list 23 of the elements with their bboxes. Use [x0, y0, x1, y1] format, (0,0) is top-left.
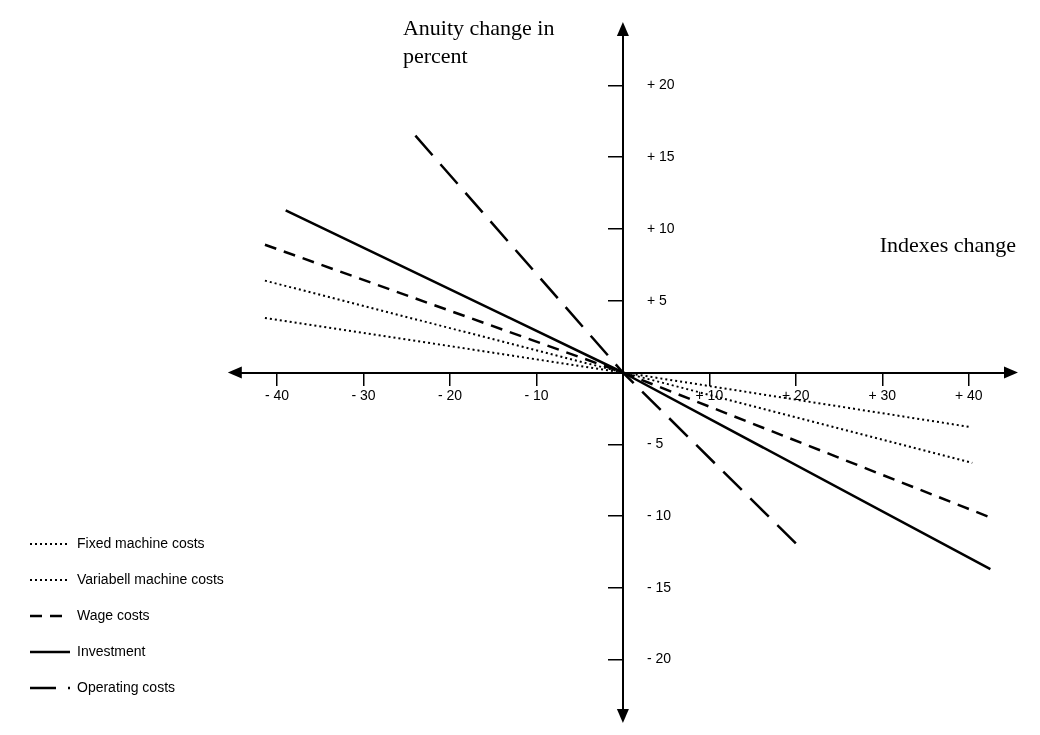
legend-label: Operating costs: [77, 678, 176, 695]
x-axis-title: Indexes change: [879, 232, 1016, 258]
y-tick-label: - 10: [646, 506, 672, 523]
x-tick-label: + 10: [695, 386, 724, 403]
x-tick-label: + 20: [782, 386, 810, 403]
x-tick-label: - 30: [351, 386, 376, 403]
y-tick-label: + 15: [646, 148, 675, 165]
y-tick-label: + 10: [646, 219, 675, 236]
x-tick-label: - 20: [437, 386, 463, 403]
legend-label: Variabell machine costs: [77, 570, 224, 587]
y-axis-title: Anuity change in percent: [402, 14, 555, 68]
y-tick-label: - 5: [646, 435, 664, 452]
legend-label: Wage costs: [77, 606, 150, 623]
x-tick-label: + 30: [868, 386, 897, 403]
x-tick-label: + 40: [954, 386, 983, 403]
y-tick-label: - 15: [646, 578, 672, 595]
legend-label: Investment: [77, 642, 146, 659]
x-tick-label: - 10: [524, 386, 549, 403]
x-tick-label: - 40: [264, 386, 290, 403]
y-tick-label: + 5: [646, 291, 667, 308]
y-tick-label: - 20: [646, 650, 672, 667]
y-tick-label: + 20: [646, 76, 675, 93]
legend-label: Fixed machine costs: [77, 534, 205, 551]
